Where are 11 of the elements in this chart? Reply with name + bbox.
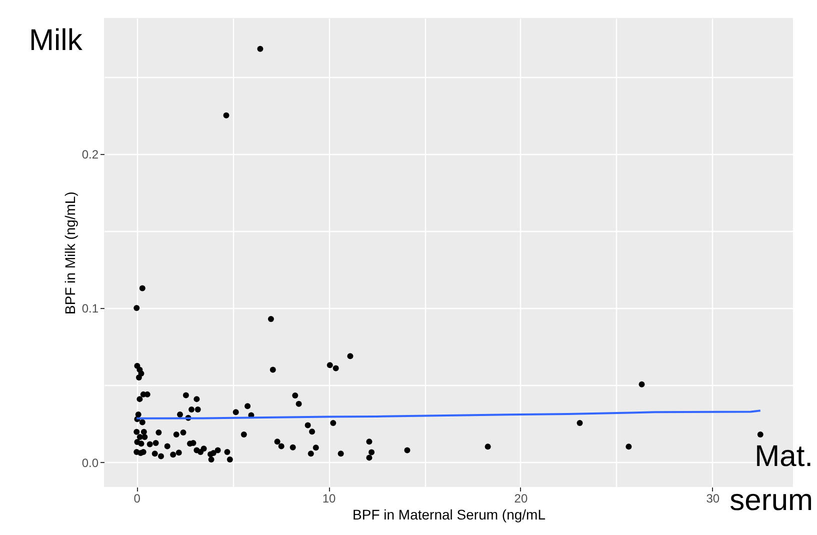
y-tick-label: 0.1	[82, 302, 99, 316]
x-tick-label: 30	[706, 492, 720, 506]
annotation: Mat. serum	[730, 440, 813, 517]
x-axis-title: BPF in Maternal Serum (ng/mL	[352, 506, 546, 522]
x-tick-label: 0	[134, 492, 141, 506]
x-tick-label: 20	[514, 492, 528, 506]
y-tick-label: 0.2	[82, 147, 99, 162]
y-tick-label: 0.0	[82, 456, 99, 470]
text: Milk	[29, 24, 84, 57]
y-axis-title: BPF in Milk (ng/mL)	[62, 192, 78, 314]
x-tick-label: 10	[322, 492, 336, 506]
